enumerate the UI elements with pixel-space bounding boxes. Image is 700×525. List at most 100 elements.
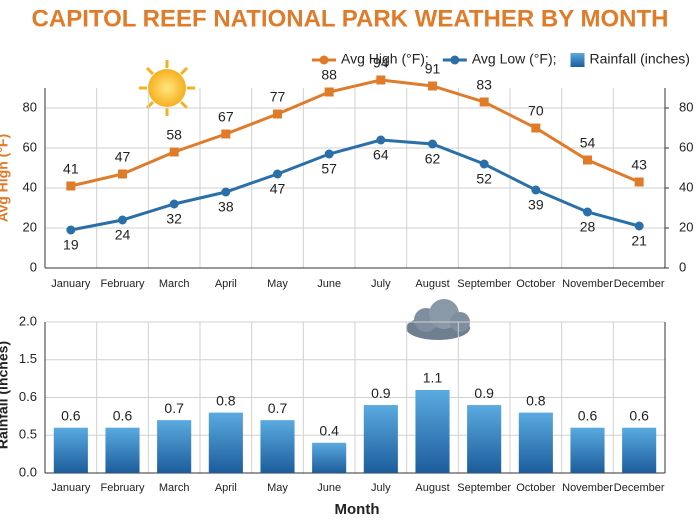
point xyxy=(66,181,76,191)
bar xyxy=(570,427,605,473)
y-tick-label: 60 xyxy=(23,139,37,154)
data-label: 47 xyxy=(270,181,286,197)
data-label: 62 xyxy=(425,151,441,167)
data-label: 52 xyxy=(476,171,492,187)
point xyxy=(531,185,541,195)
data-label: 0.7 xyxy=(164,400,184,416)
data-label: 0.6 xyxy=(61,407,81,423)
data-label: 32 xyxy=(166,211,182,227)
y2-tick-label: 80 xyxy=(679,99,693,114)
x-tick-label: June xyxy=(317,278,341,290)
line-series xyxy=(70,78,640,188)
point xyxy=(169,147,179,157)
point xyxy=(221,187,231,197)
x-tick-label: February xyxy=(100,482,145,494)
data-label: 43 xyxy=(631,157,647,173)
data-label: 41 xyxy=(63,161,79,177)
y-axis-label: Rainfall (inches) xyxy=(0,341,11,449)
data-label: 0.8 xyxy=(216,392,236,408)
bar xyxy=(260,420,295,473)
point xyxy=(634,221,644,231)
x-tick-label: April xyxy=(215,278,237,290)
x-tick-label: November xyxy=(562,278,613,290)
legend-label: Avg Low (°F); xyxy=(472,51,557,67)
data-label: 0.8 xyxy=(526,392,546,408)
x-tick-label: March xyxy=(159,278,190,290)
point xyxy=(273,109,282,119)
legend-swatch xyxy=(570,53,585,67)
point xyxy=(324,149,334,159)
x-tick-label: July xyxy=(371,278,391,290)
data-label: 28 xyxy=(580,219,596,235)
bar xyxy=(312,442,347,473)
x-tick-label: October xyxy=(516,278,555,290)
bar xyxy=(622,427,657,473)
point xyxy=(169,199,179,209)
y2-tick-label: 20 xyxy=(679,219,693,234)
point xyxy=(118,169,127,179)
data-label: 38 xyxy=(218,199,234,215)
y-tick-label: 0.5 xyxy=(19,427,37,442)
x-tick-label: January xyxy=(51,278,91,290)
y2-tick-label: 0 xyxy=(679,259,686,274)
y-tick-label: 20 xyxy=(23,219,37,234)
point xyxy=(479,159,489,169)
data-label: 58 xyxy=(166,127,182,143)
data-label: 77 xyxy=(270,89,286,105)
data-label: 21 xyxy=(631,233,647,249)
x-tick-label: September xyxy=(457,278,511,290)
x-tick-label: August xyxy=(415,278,449,290)
data-label: 1.1 xyxy=(423,370,443,386)
data-label: 91 xyxy=(425,61,441,77)
point xyxy=(479,97,489,107)
legend-label: Avg High (°F); xyxy=(341,51,429,67)
x-tick-label: January xyxy=(51,482,91,494)
bar xyxy=(208,412,243,473)
point xyxy=(324,87,334,97)
point xyxy=(531,123,541,133)
data-label: 94 xyxy=(373,55,389,71)
x-tick-label: November xyxy=(562,482,613,494)
point xyxy=(428,81,437,91)
point xyxy=(221,129,231,139)
data-label: 70 xyxy=(528,103,544,119)
y-tick-label: 40 xyxy=(23,179,37,194)
x-tick-label: October xyxy=(516,482,555,494)
point xyxy=(66,225,76,235)
data-label: 64 xyxy=(373,147,389,163)
x-tick-label: May xyxy=(267,278,288,290)
bar xyxy=(518,412,553,473)
chart-title: CAPITOL REEF NATIONAL PARK WEATHER BY MO… xyxy=(32,5,669,32)
data-label: 54 xyxy=(580,135,596,151)
bar xyxy=(467,405,502,473)
point xyxy=(634,177,644,187)
x-tick-label: March xyxy=(159,482,190,494)
data-label: 39 xyxy=(528,197,544,213)
legend-label: Rainfall (inches) xyxy=(590,51,690,67)
bar xyxy=(105,427,140,473)
legend-swatch xyxy=(450,55,460,65)
point xyxy=(428,139,437,149)
x-tick-label: June xyxy=(317,482,341,494)
x-tick-label: September xyxy=(457,482,511,494)
bar xyxy=(53,427,88,473)
sun-icon xyxy=(139,60,195,116)
y-tick-label: 2.0 xyxy=(19,313,37,328)
x-axis-label: Month xyxy=(335,501,380,518)
data-label: 57 xyxy=(321,161,337,177)
legend-swatch xyxy=(319,55,329,65)
data-label: 88 xyxy=(321,67,337,83)
x-tick-label: July xyxy=(371,482,391,494)
data-label: 83 xyxy=(476,77,492,93)
point xyxy=(376,135,386,145)
y-tick-label: 80 xyxy=(23,99,37,114)
x-tick-label: April xyxy=(215,482,237,494)
line-series xyxy=(70,138,640,232)
x-tick-label: December xyxy=(614,278,665,290)
data-label: 0.4 xyxy=(319,423,339,439)
data-label: 0.9 xyxy=(371,385,391,401)
data-label: 24 xyxy=(115,227,131,243)
x-tick-label: May xyxy=(267,482,288,494)
y-tick-label: 0.6 xyxy=(19,389,37,404)
